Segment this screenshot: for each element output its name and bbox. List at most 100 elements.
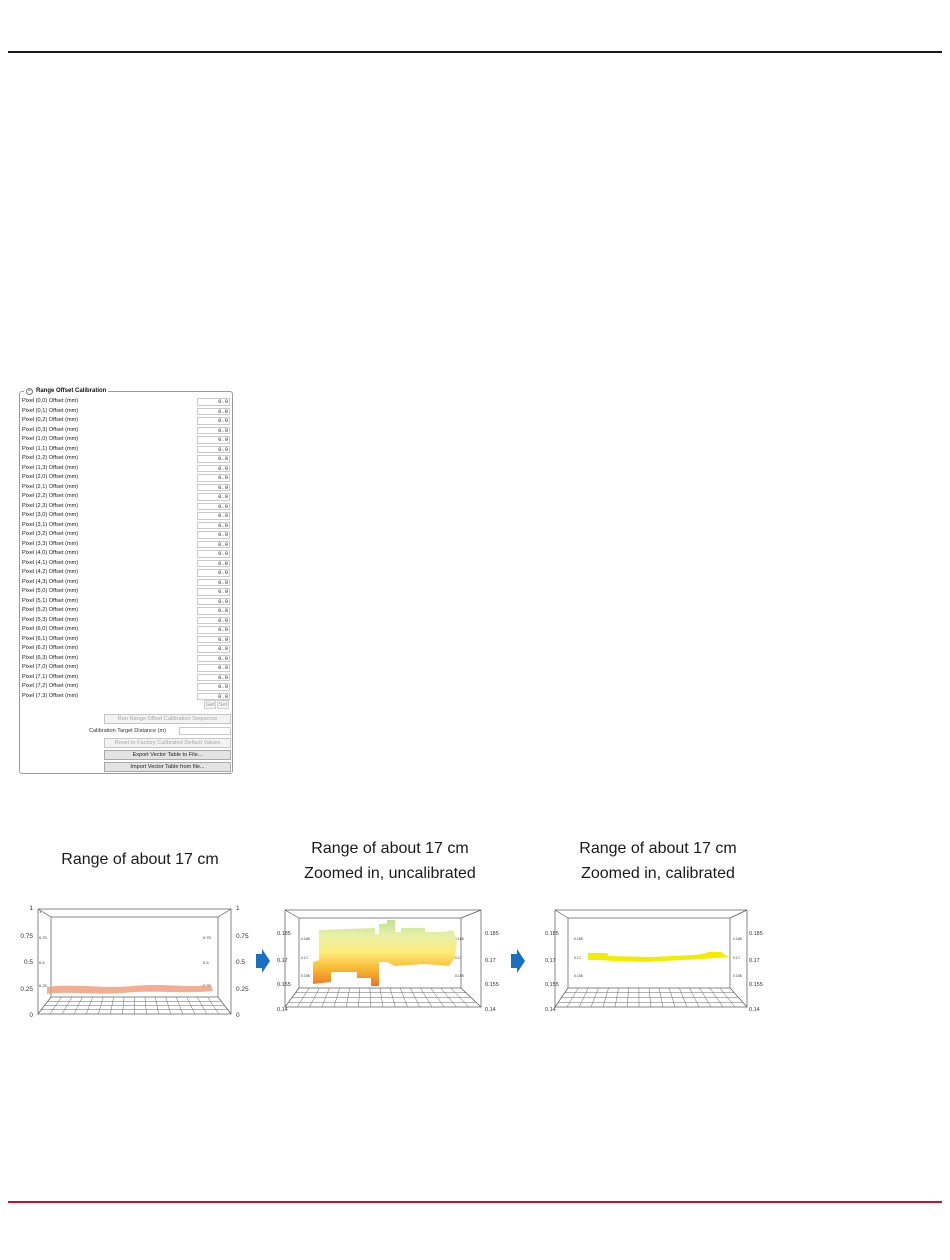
set-button[interactable]: Set xyxy=(217,700,229,709)
offset-row: Pixel (4,2) Offset (mm) 0.0 xyxy=(22,568,230,578)
figure-1-caption: Range of about 17 cm xyxy=(30,847,250,872)
offset-row-label: Pixel (3,2) Offset (mm) xyxy=(22,531,79,537)
offset-value-input[interactable]: 0.0 xyxy=(197,683,230,691)
offset-value-input[interactable]: 0.0 xyxy=(197,417,230,425)
left-tick-label: 0.25 xyxy=(20,986,33,993)
right-tick-label: 0.75 xyxy=(236,933,249,940)
plot-zoomed-uncalibrated: 0.185 0.17 0.155 0.14 0.185 0.17 0.155 0.14 0.18… xyxy=(277,909,499,1013)
offset-row: Pixel (3,0) Offset (mm) 0.0 xyxy=(22,511,230,521)
range-offset-calibration-panel: − Range Offset Calibration Pixel (0,0) O… xyxy=(19,386,233,774)
offset-row: Pixel (6,3) Offset (mm) 0.0 xyxy=(22,654,230,664)
right-tick-label: 0.17 xyxy=(749,958,760,964)
inner-tick-label: 0.155 xyxy=(455,974,464,978)
offset-row-label: Pixel (2,3) Offset (mm) xyxy=(22,502,79,509)
offset-row: Pixel (4,1) Offset (mm) 0.0 xyxy=(22,559,230,569)
offset-row-label: Pixel (1,2) Offset (mm) xyxy=(22,455,79,461)
offset-value-input[interactable]: 0.0 xyxy=(197,445,230,453)
offset-value-input[interactable]: 0.0 xyxy=(197,654,230,662)
offset-value-input[interactable]: 0.0 xyxy=(197,597,230,605)
offset-row-label: Pixel (2,2) Offset (mm) xyxy=(22,493,79,499)
data-surface xyxy=(588,952,729,962)
offset-value-input[interactable]: 0.0 xyxy=(197,664,230,672)
offset-value-input[interactable]: 0.0 xyxy=(197,426,230,434)
offset-row: Pixel (6,0) Offset (mm) 0.0 xyxy=(22,625,230,635)
offset-value-input[interactable]: 0.0 xyxy=(197,569,230,577)
offset-value-input[interactable]: 0.0 xyxy=(197,531,230,539)
offset-value-input[interactable]: 0.0 xyxy=(197,540,230,548)
offset-value-input[interactable]: 0.0 xyxy=(197,559,230,567)
offset-value-input[interactable]: 0.0 xyxy=(197,464,230,472)
right-tick-label: 1 xyxy=(236,905,240,912)
import-vector-table-button[interactable]: Import Vector Table from file... xyxy=(104,762,231,772)
offset-row-label: Pixel (0,0) Offset (mm) xyxy=(22,398,79,404)
right-tick-label: 0.5 xyxy=(236,959,245,966)
offset-value-input[interactable]: 0.0 xyxy=(197,607,230,615)
run-calibration-button[interactable]: Run Range Offset Calibration Sequence xyxy=(104,714,231,724)
inner-tick-label: 0.5 xyxy=(39,960,45,965)
offset-row: Pixel (5,0) Offset (mm) 0.0 xyxy=(22,587,230,597)
offset-value-input[interactable]: 0.0 xyxy=(197,692,230,700)
figure-3-caption-line2: Zoomed in, calibrated xyxy=(581,865,735,882)
offset-row-label: Pixel (0,2) Offset (mm) xyxy=(22,417,79,423)
offset-value-input[interactable]: 0.0 xyxy=(197,521,230,529)
offset-row-label: Pixel (5,3) Offset (mm) xyxy=(22,616,79,623)
offset-value-input[interactable]: 0.0 xyxy=(197,616,230,624)
offset-value-input[interactable]: 0.0 xyxy=(197,626,230,634)
right-tick-label: 0.14 xyxy=(749,1007,760,1013)
left-tick-label: 0.17 xyxy=(545,958,556,964)
offset-value-input[interactable]: 0.0 xyxy=(197,512,230,520)
offset-row: Pixel (7,0) Offset (mm) 0.0 xyxy=(22,663,230,673)
offset-row: Pixel (4,0) Offset (mm) 0.0 xyxy=(22,549,230,559)
offset-row: Pixel (0,2) Offset (mm) 0.0 xyxy=(22,416,230,426)
offset-value-input[interactable]: 0.0 xyxy=(197,550,230,558)
offset-value-input[interactable]: 0.0 xyxy=(197,502,230,510)
inner-tick-label: 0.75 xyxy=(39,935,48,940)
offset-row: Pixel (0,3) Offset (mm) 0.0 xyxy=(22,426,230,436)
offset-row: Pixel (7,3) Offset (mm) 0.0 xyxy=(22,692,230,702)
offset-value-input[interactable]: 0.0 xyxy=(197,398,230,406)
plot-frame-edge xyxy=(460,909,482,919)
offset-value-input[interactable]: 0.0 xyxy=(197,407,230,415)
offset-value-input[interactable]: 0.0 xyxy=(197,455,230,463)
inner-tick-label: 0.185 xyxy=(574,937,583,941)
left-tick-label: 0.185 xyxy=(277,931,291,937)
data-surface xyxy=(47,985,213,994)
plot-frame-edge xyxy=(284,909,300,919)
export-vector-table-button[interactable]: Export Vector Table to File... xyxy=(104,750,231,760)
figure-1-caption-line1: Range of about 17 cm xyxy=(61,851,219,868)
offset-value-input[interactable]: 0.0 xyxy=(197,578,230,586)
get-button[interactable]: Get xyxy=(204,700,216,709)
inner-tick-label: 0.17 xyxy=(455,956,462,960)
left-tick-label: 0.17 xyxy=(277,958,288,964)
offset-value-input[interactable]: 0.0 xyxy=(197,436,230,444)
left-tick-label: 0.155 xyxy=(545,982,559,988)
left-tick-label: 0.75 xyxy=(20,933,33,940)
offset-value-input[interactable]: 0.0 xyxy=(197,483,230,491)
offset-value-input[interactable]: 0.0 xyxy=(197,645,230,653)
offset-row: Pixel (6,1) Offset (mm) 0.0 xyxy=(22,635,230,645)
offset-value-input[interactable]: 0.0 xyxy=(197,635,230,643)
right-tick-label: 0.25 xyxy=(236,986,249,993)
offset-value-input[interactable]: 0.0 xyxy=(197,673,230,681)
offset-row: Pixel (3,2) Offset (mm) 0.0 xyxy=(22,530,230,540)
panel-header[interactable]: − Range Offset Calibration xyxy=(24,386,109,396)
offset-value-input[interactable]: 0.0 xyxy=(197,493,230,501)
offset-row-label: Pixel (3,3) Offset (mm) xyxy=(22,540,79,547)
figure-2-caption-line1: Range of about 17 cm xyxy=(311,840,469,857)
target-distance-input[interactable] xyxy=(179,726,231,735)
inner-tick-label: 0.17 xyxy=(733,956,740,960)
offset-value-input[interactable]: 0.0 xyxy=(197,474,230,482)
offset-row-label: Pixel (3,0) Offset (mm) xyxy=(22,512,79,518)
plot-frame-edge xyxy=(37,908,52,918)
plot-frame-inner xyxy=(50,916,219,998)
inner-tick-label: 0.5 xyxy=(203,960,209,965)
plot-zoomed-calibrated: 0.185 0.17 0.155 0.14 0.185 0.17 0.155 0.14 0.18… xyxy=(545,909,763,1013)
offset-value-input[interactable]: 0.0 xyxy=(197,588,230,596)
left-tick-label: 0.155 xyxy=(277,982,291,988)
offset-row: Pixel (3,1) Offset (mm) 0.0 xyxy=(22,521,230,531)
reset-defaults-button[interactable]: Reset to Factory Calibrated Default Valu… xyxy=(104,738,231,748)
plot-frame-edge xyxy=(217,908,232,918)
offset-row: Pixel (1,2) Offset (mm) 0.0 xyxy=(22,454,230,464)
collapse-icon[interactable]: − xyxy=(26,387,33,395)
offset-row: Pixel (1,1) Offset (mm) 0.0 xyxy=(22,445,230,455)
